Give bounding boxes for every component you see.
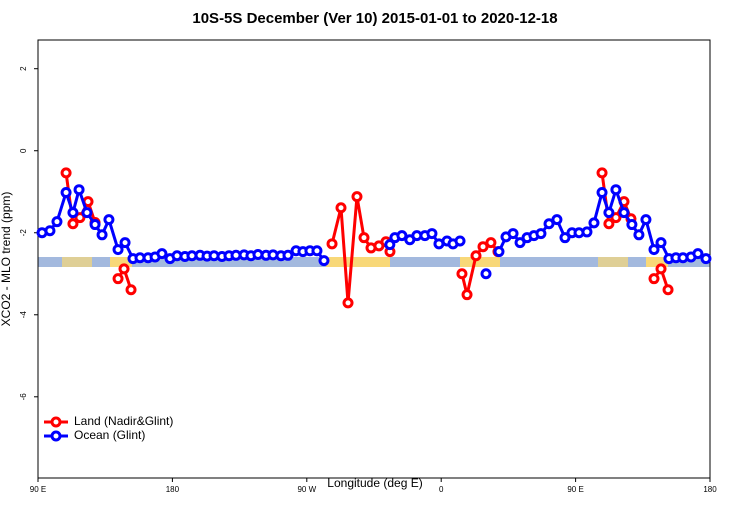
point [485, 237, 497, 249]
point [618, 207, 630, 219]
point [603, 207, 615, 219]
point [470, 250, 482, 262]
point [514, 237, 526, 249]
point [456, 268, 468, 280]
point [342, 297, 354, 309]
point [551, 214, 563, 226]
x-tick-label: 0 [439, 485, 444, 494]
point [74, 212, 86, 224]
y-tick-label: -2 [19, 229, 28, 237]
point [596, 187, 608, 199]
point [358, 232, 370, 244]
point [493, 246, 505, 258]
point [543, 218, 555, 230]
point [103, 214, 115, 226]
point [507, 228, 519, 240]
point [326, 238, 338, 250]
point [125, 284, 137, 296]
point [119, 237, 131, 249]
point [318, 255, 330, 267]
point [335, 202, 347, 214]
x-tick-label: 180 [703, 485, 717, 494]
y-tick-label: -4 [19, 311, 28, 319]
point [610, 212, 622, 224]
land-ocean-strip [38, 257, 710, 267]
point [351, 191, 363, 203]
x-tick-label: 90 W [297, 485, 316, 494]
point [480, 268, 492, 280]
x-tick-label: 90 E [567, 485, 583, 494]
point [112, 244, 124, 256]
point [73, 184, 85, 196]
y-tick-label: -6 [19, 393, 28, 401]
point [559, 232, 571, 244]
point [67, 207, 79, 219]
point [692, 248, 704, 260]
point [89, 219, 101, 231]
point [461, 289, 473, 301]
point [426, 228, 438, 240]
point [311, 245, 323, 257]
point [700, 253, 712, 265]
point [596, 167, 608, 179]
point [477, 241, 489, 253]
y-tick-label: 0 [19, 148, 28, 153]
point [60, 167, 72, 179]
point [610, 184, 622, 196]
x-tick-label: 180 [166, 485, 180, 494]
point [282, 249, 294, 261]
point [640, 214, 652, 226]
point [51, 216, 63, 228]
point [384, 239, 396, 251]
y-tick-label: 2 [19, 66, 28, 71]
point [96, 229, 108, 241]
point [44, 225, 56, 237]
point [603, 218, 615, 230]
point [118, 263, 130, 275]
x-axis-label: Longitude (deg E) [327, 476, 422, 490]
legend-label: Land (Nadir&Glint) [74, 414, 173, 428]
legend-marker [50, 430, 62, 442]
point [655, 263, 667, 275]
point [396, 230, 408, 242]
point [581, 226, 593, 238]
y-axis-label: XCO2 - MLO trend (ppm) [0, 192, 13, 327]
legend-marker [50, 416, 62, 428]
point [626, 219, 638, 231]
point [81, 207, 93, 219]
point [655, 237, 667, 249]
point [60, 187, 72, 199]
point [588, 217, 600, 229]
chart-title: 10S-5S December (Ver 10) 2015-01-01 to 2… [192, 10, 557, 27]
point [67, 218, 79, 230]
point [454, 235, 466, 247]
point [112, 273, 124, 285]
legend-label: Ocean (Glint) [74, 428, 145, 442]
point [535, 228, 547, 240]
x-tick-label: 90 E [30, 485, 46, 494]
point [648, 244, 660, 256]
point [662, 284, 674, 296]
point [633, 229, 645, 241]
point [648, 273, 660, 285]
point [156, 248, 168, 260]
